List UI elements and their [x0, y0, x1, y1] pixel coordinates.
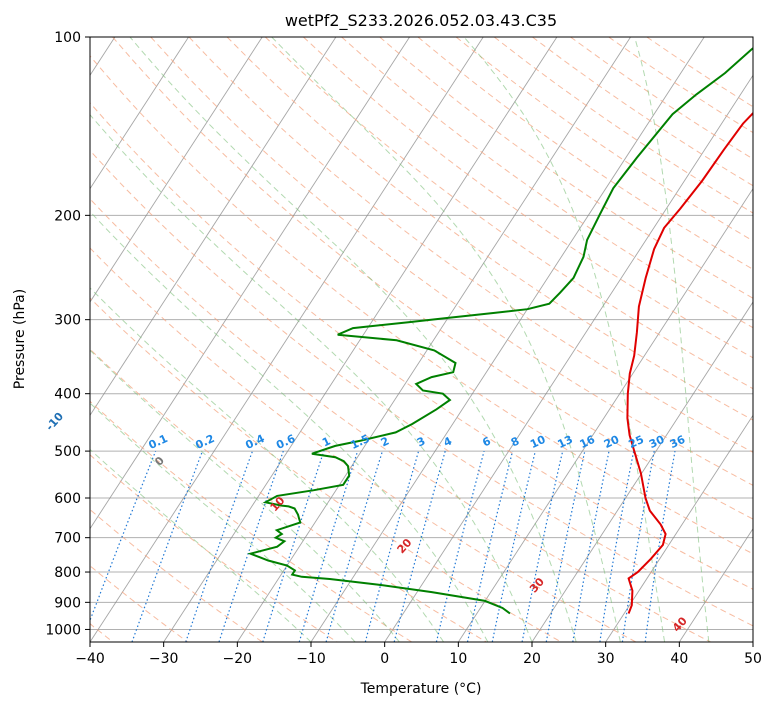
mixing-ratio-label: 10	[528, 433, 548, 451]
x-tick-label: −30	[149, 651, 179, 667]
moist-adiabat-line	[90, 402, 356, 642]
dry-adiabat-line	[341, 37, 753, 329]
mixing-ratio-line	[364, 450, 420, 642]
mixing-ratio-label: 20	[602, 433, 622, 451]
x-axis-title: Temperature (°C)	[360, 681, 482, 697]
mixing-ratio-line	[90, 450, 157, 622]
mixing-ratio-label: 16	[578, 433, 598, 451]
dry-adiabat-line	[90, 565, 188, 642]
isotherm-line	[236, 37, 631, 642]
isotherm-line	[163, 37, 558, 642]
y-tick-label: 400	[54, 387, 81, 403]
mixing-ratio-line	[131, 450, 204, 642]
profile-lines	[247, 46, 753, 615]
x-tick-label: −10	[296, 651, 326, 667]
isotherm-line	[90, 37, 484, 642]
x-tick-label: 40	[670, 651, 688, 667]
isotherm-line	[605, 414, 753, 642]
y-tick-label: 300	[54, 313, 81, 329]
isotherm-line	[531, 301, 753, 642]
isotherm-line	[384, 74, 753, 642]
moist-adiabat-line	[463, 37, 666, 642]
isotherm-line	[90, 37, 337, 417]
y-tick-label: 600	[54, 491, 81, 507]
isotherm-line	[90, 37, 189, 190]
isotherm-line	[90, 37, 410, 530]
dry-adiabat-line	[90, 508, 263, 642]
dry-adiabat-line	[90, 297, 562, 642]
moist-adiabat-line	[90, 349, 400, 642]
y-axis-title: Pressure (hPa)	[12, 289, 28, 389]
isotherm-line	[457, 187, 753, 642]
dry-adiabat-line	[264, 37, 753, 390]
mixing-ratio-label: 13	[556, 433, 575, 451]
x-tick-label: 30	[597, 651, 615, 667]
dry-adiabat-line	[90, 348, 487, 642]
y-tick-label: 500	[54, 444, 81, 460]
y-tick-label: 100	[54, 30, 81, 46]
x-tick-label: 0	[380, 651, 389, 667]
profile-series-line	[247, 46, 753, 615]
isotherm-line	[310, 37, 705, 642]
x-tick-label: 10	[449, 651, 467, 667]
mixing-ratio-line	[325, 450, 383, 642]
y-tick-label: 1000	[45, 622, 81, 638]
isotherm-line	[678, 527, 753, 642]
y-tick-label: 200	[54, 208, 81, 224]
isotherm-line	[90, 37, 263, 303]
mixing-ratio-label: 36	[668, 433, 688, 451]
profile-series-line	[626, 111, 753, 614]
mixing-ratio-label: 30	[647, 433, 667, 451]
dry-adiabat-line	[90, 454, 338, 642]
dry-adiabat-line	[226, 37, 753, 421]
x-tick-label: 20	[523, 651, 541, 667]
moist-adiabat-line	[90, 448, 312, 642]
plot-frame	[89, 36, 754, 643]
y-tick-label: 800	[54, 565, 81, 581]
dry-adiabat-line	[90, 149, 753, 627]
mixing-ratio-line	[466, 450, 514, 642]
mixing-ratio-label: 25	[627, 433, 646, 451]
dry-adiabat-line	[90, 102, 753, 590]
mixing-ratio-line	[435, 450, 485, 642]
moist-adiabat-line	[90, 114, 533, 642]
mixing-ratio-line	[393, 450, 446, 642]
y-tick-label: 900	[54, 595, 81, 611]
mixing-ratio-line	[491, 450, 536, 642]
y-tick-label: 700	[54, 531, 81, 547]
mixing-ratio-line	[644, 450, 676, 642]
dry-adiabat-line	[379, 37, 753, 299]
dry-adiabat-line	[188, 37, 753, 453]
mixing-ratio-line	[218, 450, 284, 642]
dry-adiabat-line	[90, 400, 413, 642]
x-axis: −40 −30 −20 −10 0 10 20 30 40 50	[75, 642, 762, 667]
x-tick-label: 50	[744, 651, 762, 667]
mixing-ratio-line	[185, 450, 254, 642]
moist-adiabat-line	[634, 37, 710, 642]
moist-adiabat-line	[90, 287, 445, 642]
x-tick-label: −40	[75, 651, 105, 667]
mixing-ratio-line	[298, 450, 359, 642]
dry-adiabat-line	[303, 37, 753, 359]
moist-adiabat-line	[90, 210, 489, 642]
y-axis: 100 200 300 400 500 600 700 800 900 1000	[45, 30, 90, 638]
x-tick-label: −20	[223, 651, 253, 667]
mixing-ratio-line	[262, 450, 325, 642]
chart-title: wetPf2_S233.2026.052.03.43.C35	[285, 11, 557, 31]
moist-adiabat-line	[271, 37, 621, 642]
moist-adiabat-line	[129, 37, 577, 642]
